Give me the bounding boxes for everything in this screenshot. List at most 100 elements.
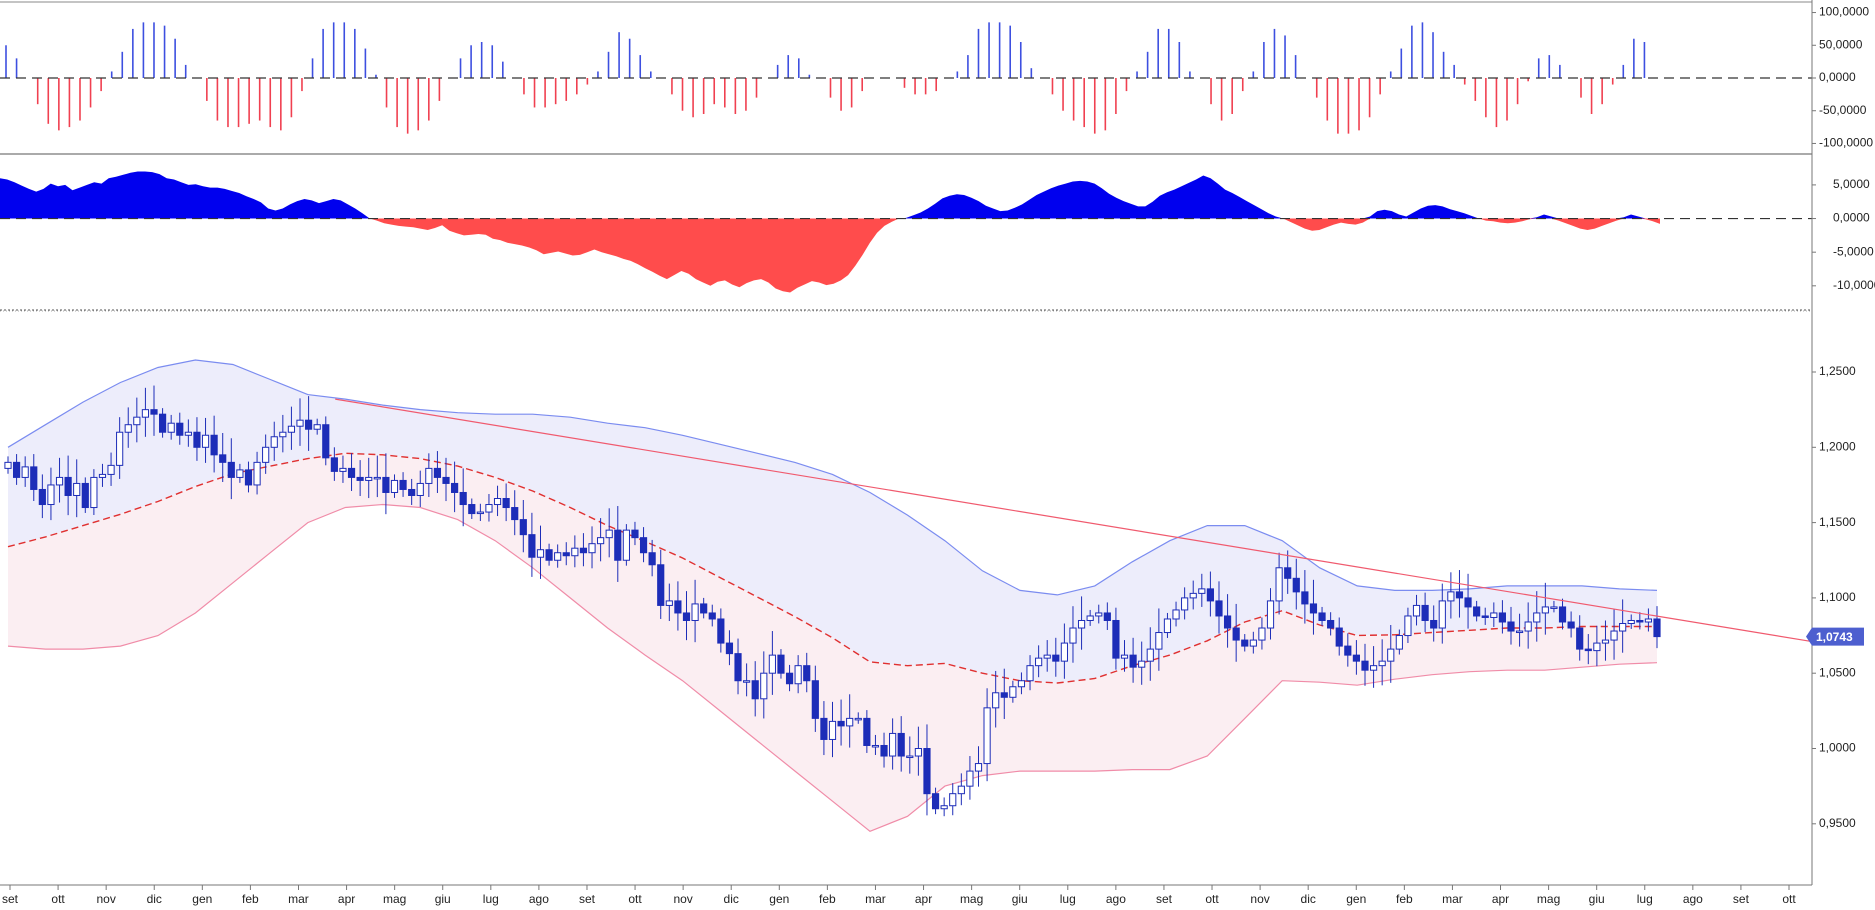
candle-body [622, 529, 630, 561]
time-axis-label: ago [529, 892, 549, 906]
candle [1000, 668, 1008, 719]
candle-body [476, 511, 484, 515]
candle [751, 661, 759, 717]
candle [846, 694, 854, 748]
candle-body [1292, 577, 1300, 593]
candle-body [828, 720, 837, 740]
histogram-axis-label: 100,0000 [1819, 5, 1869, 19]
time-axis-label: gen [192, 892, 212, 906]
time-axis-label: apr [338, 892, 355, 906]
candle [1507, 606, 1515, 645]
price-candlestick-panel[interactable] [4, 359, 1813, 832]
trendline[interactable] [335, 398, 1813, 643]
candle [1627, 614, 1635, 629]
candle [1266, 588, 1275, 640]
candle-body [296, 419, 304, 427]
candle-body [803, 665, 811, 682]
time-axis-label: set [1156, 892, 1173, 906]
candle [227, 438, 235, 500]
candle [1052, 637, 1060, 677]
candle-body [4, 461, 12, 469]
candle [743, 663, 751, 697]
time-axis-label: nov [673, 892, 692, 906]
candle-body [1610, 630, 1618, 641]
candle-body [468, 504, 476, 515]
time-axis-label: mar [1442, 892, 1463, 906]
candle [648, 539, 656, 577]
candle-body [55, 476, 64, 486]
candle [1481, 607, 1489, 625]
candle-body [270, 436, 278, 448]
last-price-badge [1806, 627, 1864, 646]
candle [1558, 598, 1567, 630]
candle-body [21, 466, 29, 478]
time-axis-label: apr [1492, 892, 1509, 906]
candle-body [846, 717, 854, 727]
candle-body [897, 732, 905, 757]
candle [871, 734, 880, 755]
upper-band-zone [8, 360, 1657, 683]
candle-body [219, 454, 227, 463]
price-axis-label: 0,9500 [1819, 816, 1856, 830]
candle-body [605, 529, 613, 539]
candle [545, 543, 553, 566]
candle [768, 631, 776, 695]
candle-body [554, 552, 562, 561]
candle [1138, 641, 1146, 685]
candle [725, 630, 734, 666]
candle [1318, 606, 1326, 626]
candle-body [98, 473, 107, 478]
candle-body [983, 707, 991, 765]
candle [1498, 600, 1506, 634]
time-axis-label: apr [915, 892, 932, 906]
candle [236, 463, 244, 483]
candle-body [279, 431, 287, 438]
candle [313, 418, 321, 435]
candle [863, 710, 871, 753]
candle-body [227, 461, 235, 478]
candle-body [682, 612, 691, 621]
candle-body [794, 665, 802, 685]
candle-body [1490, 612, 1498, 618]
candle-body [1232, 627, 1240, 641]
histogram-oscillator-panel[interactable] [0, 1, 1812, 155]
candle-body [648, 552, 656, 566]
candle [124, 407, 132, 448]
candle [794, 655, 802, 694]
candle [571, 535, 579, 568]
candle-body [545, 549, 553, 561]
candle [390, 474, 399, 498]
candle-body [571, 547, 579, 557]
candle [511, 490, 519, 536]
candle-body [974, 763, 983, 772]
area-axis-label: 0,0000 [1833, 211, 1870, 225]
candle [253, 451, 261, 495]
candle-body [1455, 591, 1464, 599]
candle [219, 432, 227, 483]
candle [1601, 620, 1610, 661]
candle [1490, 602, 1498, 627]
area-axis-label: -5,0000 [1833, 244, 1874, 258]
candle-body [1155, 632, 1163, 650]
right-price-axis[interactable]: 100,0000 50,0000 0,0000 -50,0000 -100,0000 5,… [1806, 0, 1875, 885]
candle [468, 498, 476, 519]
candle [442, 457, 450, 502]
candle [1335, 617, 1343, 656]
candle [1017, 672, 1026, 695]
candle-body [167, 422, 175, 433]
time-axis-label: nov [96, 892, 115, 906]
candle-body [614, 529, 622, 561]
time-axis-label: lug [483, 892, 499, 906]
candle-body [1653, 618, 1661, 638]
area-oscillator-panel[interactable] [0, 171, 1812, 312]
candle-body [1112, 619, 1120, 659]
candle-body [64, 476, 72, 496]
candle-body [1138, 660, 1146, 668]
candle [270, 421, 278, 461]
candle [931, 787, 940, 815]
time-axis-label: mar [288, 892, 309, 906]
candle-body [1009, 686, 1017, 698]
candle-body [485, 504, 493, 513]
time-axis[interactable]: set ott nov dic gen feb mar apr mag giu lug ago set o… [0, 884, 1812, 906]
